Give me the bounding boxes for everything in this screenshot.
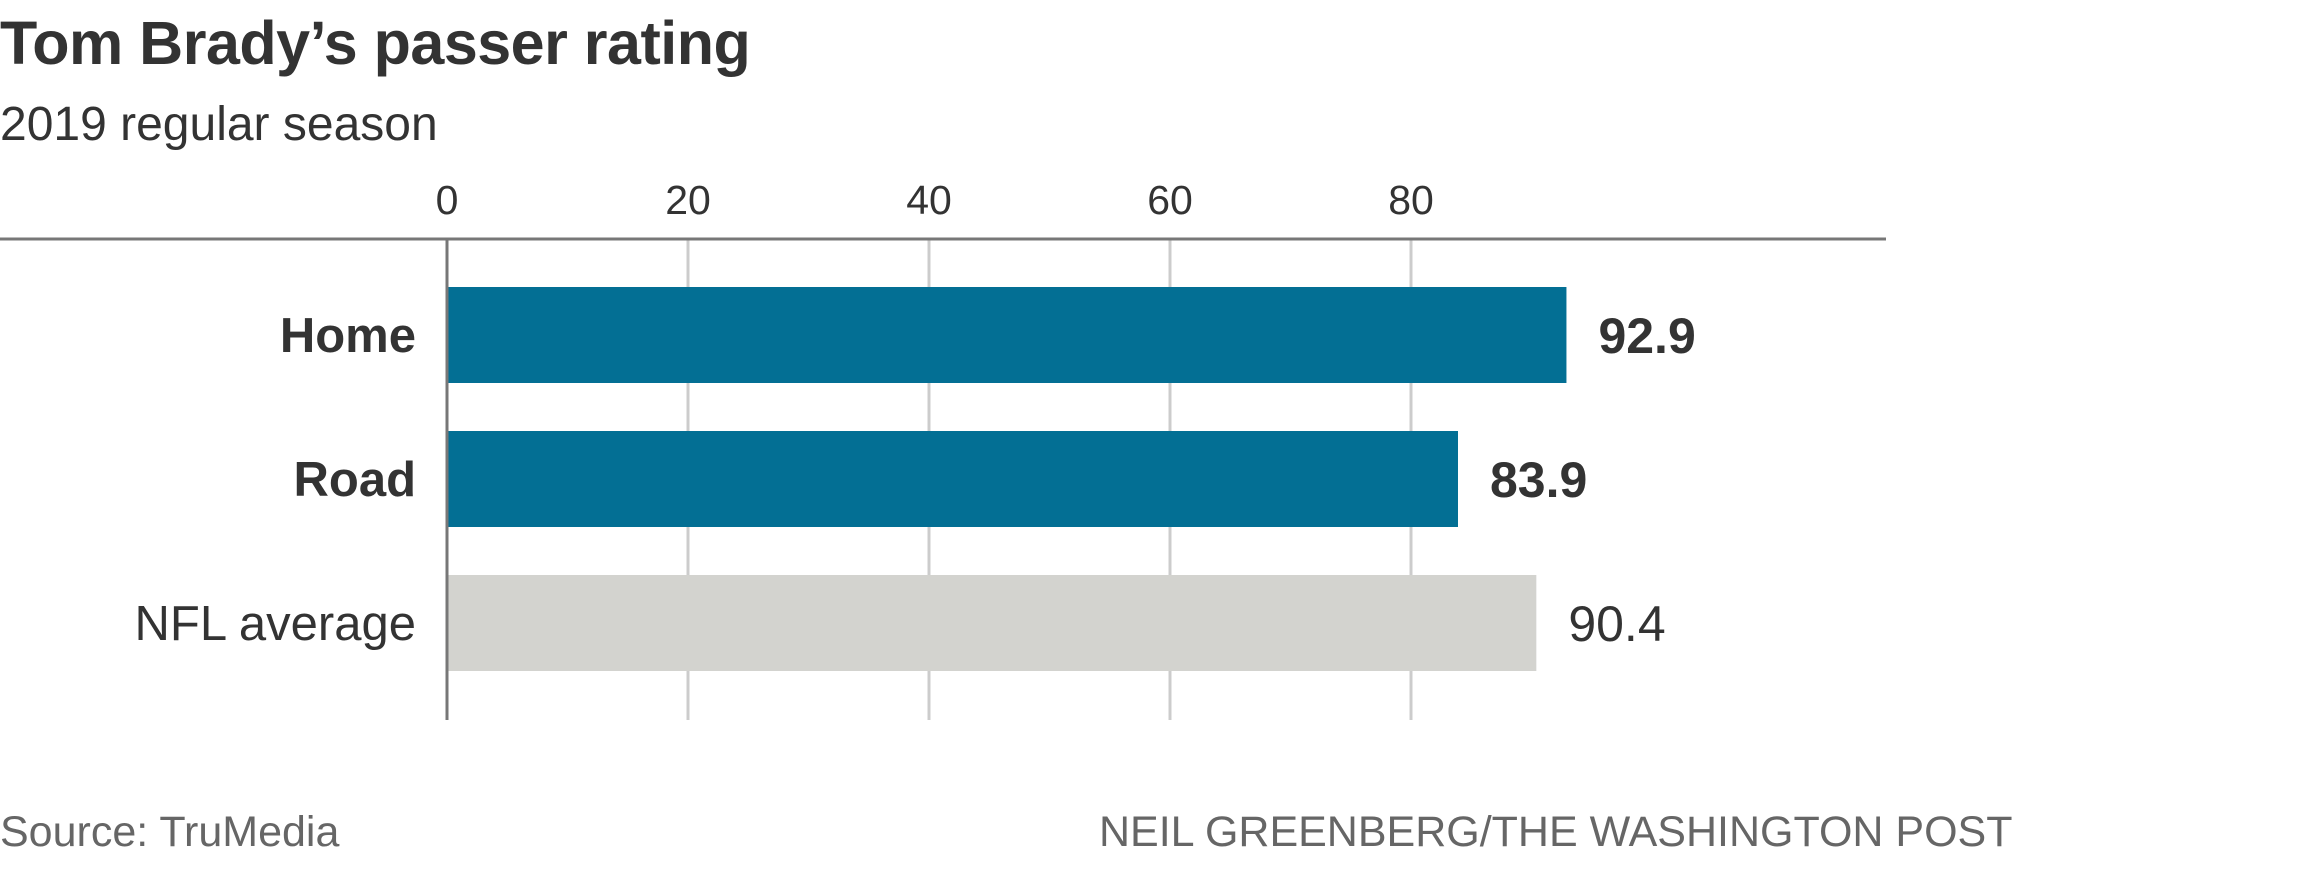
x-tick-label: 60 <box>1147 177 1193 223</box>
chart-subtitle: 2019 regular season <box>0 98 438 151</box>
category-label: NFL average <box>135 597 416 651</box>
value-label: 90.4 <box>1568 596 1665 652</box>
value-label: 83.9 <box>1490 452 1587 508</box>
category-label: Road <box>294 453 417 507</box>
category-label: Home <box>280 309 416 363</box>
x-tick-label: 80 <box>1388 177 1434 223</box>
x-tick-label: 20 <box>665 177 711 223</box>
value-label: 92.9 <box>1598 308 1695 364</box>
x-tick-label: 0 <box>436 177 459 223</box>
bar-chart: 0 20 40 60 80 Home 92.9 Road 83.9 NFL average 90.… <box>0 177 1886 720</box>
bar <box>447 431 1458 527</box>
chart-title: Tom Brady’s passer rating <box>0 9 751 77</box>
credit-note: NEIL GREENBERG/THE WASHINGTON POST <box>1099 808 2013 856</box>
x-tick-label: 40 <box>906 177 952 223</box>
source-note: Source: TruMedia <box>0 808 340 856</box>
bar <box>447 575 1537 671</box>
bar <box>447 287 1567 383</box>
labels: Home 92.9 Road 83.9 NFL average 90.4 <box>135 308 1696 652</box>
x-axis-ticks: 0 20 40 60 80 <box>436 177 1434 223</box>
bars <box>447 287 1567 671</box>
